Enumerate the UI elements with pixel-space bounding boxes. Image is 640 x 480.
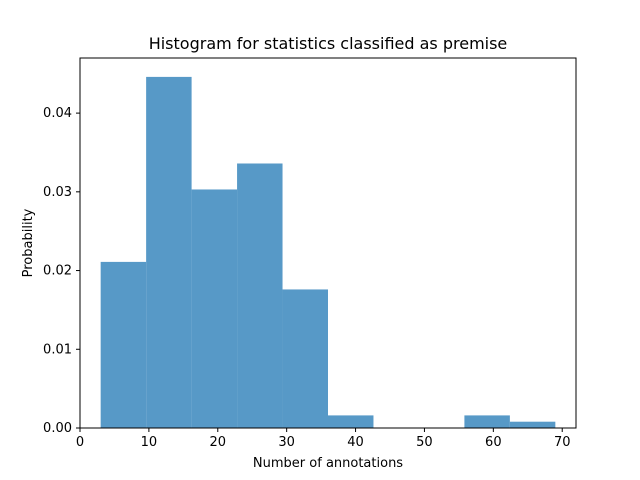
x-tick-label: 20 (210, 435, 227, 450)
y-axis-ticks: 0.00 0.01 0.02 0.03 0.04 (43, 106, 80, 436)
histogram-bar (191, 189, 238, 428)
x-tick-label: 40 (347, 435, 364, 450)
x-axis-label: Number of annotations (253, 456, 403, 471)
y-axis-label: Probability (21, 208, 36, 277)
histogram-bar (146, 76, 192, 428)
x-tick-label: 50 (416, 435, 433, 450)
y-tick-label: 0.01 (43, 342, 72, 357)
x-tick-label: 30 (278, 435, 295, 450)
x-axis-ticks: 0 10 20 30 40 50 60 70 (76, 428, 571, 450)
x-tick-label: 70 (554, 435, 571, 450)
histogram-bar (509, 421, 556, 428)
x-tick-label: 60 (485, 435, 502, 450)
chart-title: Histogram for statistics classified as p… (149, 34, 508, 53)
y-tick-label: 0.03 (43, 185, 72, 200)
x-tick-label: 10 (141, 435, 158, 450)
histogram-bar (464, 415, 510, 428)
histogram-bar (100, 261, 147, 428)
histogram-bar (237, 163, 283, 428)
y-tick-label: 0.04 (43, 106, 72, 121)
plot-area (100, 76, 556, 428)
x-tick-label: 0 (76, 435, 84, 450)
histogram-bar (328, 415, 374, 428)
y-tick-label: 0.02 (43, 264, 72, 279)
y-tick-label: 0.00 (43, 421, 72, 436)
axes-frame (79, 57, 577, 429)
histogram-bar (282, 289, 328, 428)
